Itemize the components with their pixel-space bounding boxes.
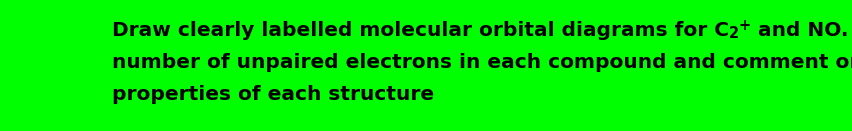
Text: number of unpaired electrons in each compound and comment on the likely behaviou: number of unpaired electrons in each com…	[112, 53, 852, 72]
Text: 2: 2	[728, 26, 738, 41]
Text: and NO. Indicate the bond order and: and NO. Indicate the bond order and	[750, 21, 852, 40]
Text: +: +	[738, 18, 750, 33]
Text: Draw clearly labelled molecular orbital diagrams for C: Draw clearly labelled molecular orbital …	[112, 21, 728, 40]
Text: properties of each structure: properties of each structure	[112, 85, 433, 104]
